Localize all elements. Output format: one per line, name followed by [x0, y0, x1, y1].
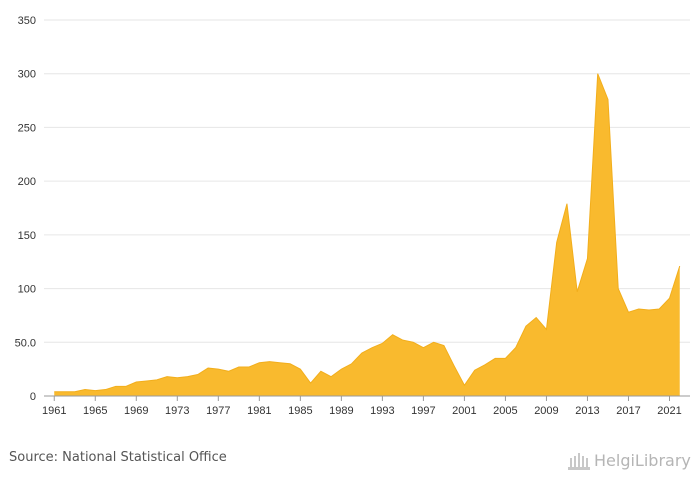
source-note: Source: National Statistical Office [9, 450, 227, 465]
data-point-1989 [340, 368, 343, 371]
y-tick-label: 250 [18, 122, 36, 134]
data-point-1967 [114, 385, 117, 388]
y-tick-label: 0 [30, 391, 36, 403]
data-point-1997 [422, 346, 425, 349]
area-fill [54, 73, 680, 396]
data-point-1982 [268, 360, 271, 363]
y-tick-label: 350 [18, 15, 36, 27]
data-point-2022 [678, 265, 681, 268]
x-tick-label: 1985 [288, 405, 312, 417]
y-tick-label: 50.0 [15, 337, 36, 349]
data-point-2010 [555, 241, 558, 244]
y-tick-label: 150 [18, 230, 36, 242]
data-point-1963 [73, 390, 76, 393]
data-point-2017 [627, 311, 630, 314]
library-building-icon [568, 453, 590, 470]
data-point-1966 [104, 388, 107, 391]
data-point-2006 [514, 346, 517, 349]
data-point-1983 [278, 361, 281, 364]
data-area [53, 72, 681, 396]
x-tick-label: 1981 [247, 405, 271, 417]
data-point-1971 [155, 378, 158, 381]
data-point-1987 [319, 370, 322, 373]
area-line [54, 73, 681, 393]
data-point-1973 [176, 376, 179, 379]
data-point-2021 [668, 297, 671, 300]
y-tick-label: 300 [18, 69, 36, 81]
axes [44, 395, 690, 401]
data-point-2018 [637, 307, 640, 310]
data-point-2007 [524, 325, 527, 328]
data-point-1998 [432, 341, 435, 344]
data-point-1981 [258, 361, 261, 364]
data-point-1986 [309, 382, 312, 385]
area-chart: 0 50.0 100 150 200 250 300 350 1961 1965 1969 1973… [15, 15, 690, 417]
x-tick-label: 1961 [42, 405, 66, 417]
data-point-2000 [453, 364, 456, 367]
y-axis-tick-labels: 0 50.0 100 150 200 250 300 350 [15, 15, 36, 403]
data-point-1978 [227, 370, 230, 373]
y-tick-label: 200 [18, 176, 36, 188]
data-point-1972 [166, 375, 169, 378]
x-tick-label: 1965 [83, 405, 107, 417]
data-point-1968 [125, 385, 128, 388]
data-point-1975 [196, 373, 199, 376]
data-point-1985 [299, 368, 302, 371]
data-point-1969 [135, 381, 138, 384]
data-point-1970 [145, 379, 148, 382]
data-point-2016 [617, 287, 620, 290]
data-point-1999 [442, 344, 445, 347]
data-point-2020 [658, 307, 661, 310]
data-point-2003 [483, 363, 486, 366]
data-point-2012 [576, 290, 579, 293]
data-point-1979 [237, 365, 240, 368]
data-point-2008 [535, 316, 538, 319]
data-point-2014 [596, 72, 599, 75]
data-point-1993 [381, 342, 384, 345]
data-point-1995 [401, 339, 404, 342]
x-tick-label: 2021 [657, 405, 681, 417]
data-point-2019 [647, 309, 650, 312]
data-point-2009 [545, 328, 548, 331]
x-tick-label: 1969 [124, 405, 148, 417]
data-point-1962 [63, 390, 66, 393]
gridlines [44, 19, 690, 343]
x-tick-label: 2017 [616, 405, 640, 417]
data-point-1977 [217, 368, 220, 371]
data-point-2005 [504, 357, 507, 360]
data-point-2015 [606, 98, 609, 101]
data-point-1984 [289, 362, 292, 365]
data-point-1990 [350, 362, 353, 365]
data-point-1976 [207, 367, 210, 370]
helgilibrary-logo: HelgiLibrary [568, 451, 691, 470]
data-point-1996 [412, 341, 415, 344]
data-point-1974 [186, 375, 189, 378]
data-point-1992 [371, 346, 374, 349]
data-point-2004 [494, 357, 497, 360]
x-tick-label: 1973 [165, 405, 189, 417]
x-tick-label: 2001 [452, 405, 476, 417]
data-point-2001 [463, 384, 466, 387]
data-point-2002 [473, 369, 476, 372]
data-point-1994 [391, 333, 394, 336]
x-axis-tick-labels: 1961 1965 1969 1973 1977 1981 1985 1989 1993 1997… [42, 405, 682, 417]
data-point-1961 [53, 390, 56, 393]
x-tick-label: 2005 [493, 405, 517, 417]
logo-wordmark: HelgiLibrary [594, 451, 691, 470]
data-point-1980 [248, 365, 251, 368]
data-point-2013 [586, 257, 589, 260]
data-point-2011 [565, 202, 568, 205]
x-tick-label: 1997 [411, 405, 435, 417]
y-tick-label: 100 [18, 284, 36, 296]
data-point-1988 [330, 375, 333, 378]
data-point-1964 [84, 388, 87, 391]
data-point-1965 [94, 389, 97, 392]
data-point-1991 [360, 352, 363, 355]
x-tick-label: 1993 [370, 405, 394, 417]
x-tick-label: 2009 [534, 405, 558, 417]
x-tick-label: 1977 [206, 405, 230, 417]
x-tick-label: 1989 [329, 405, 353, 417]
x-tick-label: 2013 [575, 405, 599, 417]
